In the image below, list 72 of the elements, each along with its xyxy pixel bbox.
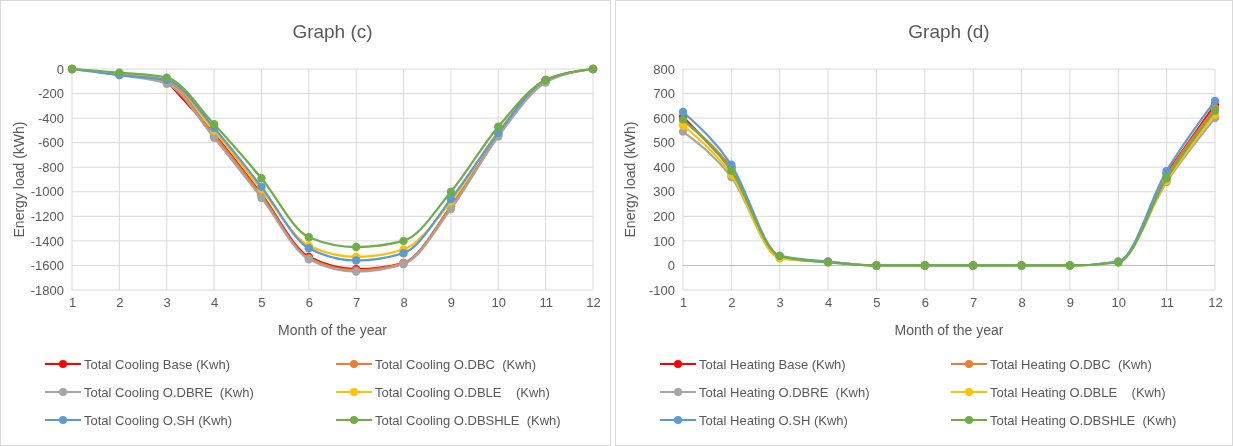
- y-tick-label: -1600: [30, 258, 64, 274]
- x-tick-label: 6: [305, 295, 313, 311]
- x-tick-label: 4: [824, 295, 833, 311]
- x-tick-label: 3: [163, 295, 171, 311]
- legend-label: Total Cooling O.DBLE (Kwh): [375, 385, 550, 400]
- y-tick-label: 500: [653, 135, 675, 151]
- point: [399, 236, 408, 246]
- legend-label: Total Cooling O.DBRE (Kwh): [84, 385, 254, 400]
- y-axis-title: Energy load (kWh): [11, 121, 27, 238]
- chart-title: Graph (c): [292, 21, 373, 42]
- x-tick-label: 10: [1111, 295, 1127, 311]
- legend-label: Total Cooling O.SH (Kwh): [84, 413, 233, 428]
- y-tick-label: -1400: [30, 233, 64, 249]
- x-tick-label: 5: [873, 295, 881, 311]
- chart-title: Graph (d): [908, 21, 990, 42]
- x-tick-label: 12: [586, 295, 601, 311]
- x-tick-label: 7: [970, 295, 978, 311]
- x-tick-label: 11: [1160, 295, 1174, 311]
- legend-label: Total Heating Base (Kwh): [699, 357, 846, 372]
- point: [446, 187, 456, 196]
- x-tick-label: 9: [447, 295, 456, 311]
- x-axis-title: Month of the year: [894, 322, 1004, 338]
- point: [399, 248, 408, 258]
- point: [209, 120, 219, 129]
- point: [304, 233, 313, 242]
- y-tick-label: 300: [653, 184, 675, 200]
- x-tick-label: 1: [68, 295, 77, 311]
- x-tick-label: 9: [1066, 295, 1075, 311]
- x-tick-label: 6: [921, 295, 929, 311]
- legend-label: Total Cooling Base (Kwh): [84, 357, 230, 372]
- x-tick-label: 2: [116, 295, 124, 311]
- y-tick-label: -1000: [30, 184, 64, 200]
- point: [1210, 96, 1220, 106]
- x-tick-label: 11: [539, 295, 553, 311]
- legend-label: Total Heating O.DBSHLE (Kwh): [990, 413, 1177, 428]
- point: [257, 174, 266, 183]
- x-tick-label: 8: [400, 295, 408, 311]
- x-tick-label: 12: [1208, 295, 1223, 311]
- legend-label: Total Heating O.SH (Kwh): [699, 413, 848, 428]
- y-tick-label: 400: [653, 159, 675, 175]
- x-axis-title: Month of the year: [278, 322, 388, 338]
- y-tick-label: 0: [56, 61, 64, 77]
- legend-label: Total Heating O.DBLE (Kwh): [990, 385, 1166, 400]
- x-tick-label: 10: [491, 295, 507, 311]
- legend-label: Total Cooling O.DBSHLE (Kwh): [375, 413, 561, 428]
- x-tick-label: 1: [679, 295, 688, 311]
- x-tick-label: 2: [728, 295, 736, 311]
- y-tick-label: 700: [653, 86, 675, 102]
- y-tick-label: 200: [653, 208, 675, 224]
- y-tick-label: -1200: [30, 208, 64, 224]
- y-tick-label: -200: [37, 86, 64, 102]
- y-tick-label: 800: [653, 61, 675, 77]
- x-tick-label: 3: [776, 295, 784, 311]
- x-tick-label: 7: [353, 295, 361, 311]
- point: [352, 256, 361, 265]
- y-tick-label: -100: [648, 282, 675, 298]
- point: [494, 122, 503, 131]
- y-tick-label: -600: [37, 135, 64, 151]
- y-tick-label: -1800: [30, 282, 64, 298]
- y-tick-label: -800: [37, 159, 64, 175]
- x-tick-label: 8: [1018, 295, 1026, 311]
- y-tick-label: -400: [37, 110, 64, 126]
- point: [352, 242, 361, 252]
- y-tick-label: 600: [653, 110, 675, 126]
- legend-label: Total Heating O.DBRE (Kwh): [699, 385, 870, 400]
- legend-label: Total Heating O.DBC (Kwh): [990, 357, 1152, 372]
- y-tick-label: 0: [667, 258, 675, 274]
- x-tick-label: 4: [210, 295, 219, 311]
- x-tick-label: 5: [258, 295, 266, 311]
- legend-label: Total Cooling O.DBC (Kwh): [375, 357, 537, 372]
- y-tick-label: 100: [653, 233, 675, 249]
- y-axis-title: Energy load (kWh): [622, 121, 638, 238]
